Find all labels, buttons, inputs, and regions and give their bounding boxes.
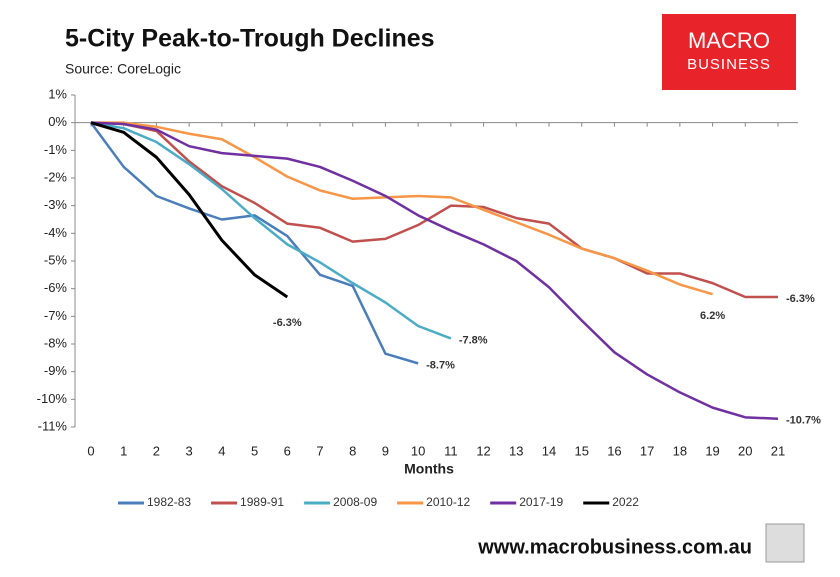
x-tick-label: 18 <box>673 443 687 458</box>
y-tick-label: -8% <box>44 335 68 350</box>
legend-label: 1989-91 <box>240 495 284 509</box>
x-tick-label: 10 <box>411 443 425 458</box>
chart-title: 5-City Peak-to-Trough Declines <box>65 25 435 53</box>
series-line <box>90 121 289 299</box>
y-tick-label: -5% <box>44 252 68 267</box>
legend-label: 2017-19 <box>519 495 563 509</box>
y-tick-label: -7% <box>44 308 68 323</box>
data-label: -10.7% <box>786 415 821 427</box>
x-tick-label: 20 <box>738 443 752 458</box>
x-tick-label: 13 <box>509 443 523 458</box>
x-tick-label: 1 <box>120 443 127 458</box>
data-label: -6.3% <box>786 293 815 305</box>
x-tick-label: 2 <box>153 443 160 458</box>
x-tick-label: 19 <box>705 443 719 458</box>
x-tick-label: 5 <box>251 443 258 458</box>
x-tick-label: 14 <box>542 443 556 458</box>
series-line <box>89 121 419 365</box>
y-tick-label: -10% <box>37 391 68 406</box>
legend-label: 2022 <box>612 495 639 509</box>
y-tick-label: -1% <box>44 142 68 157</box>
x-tick-label: 7 <box>316 443 323 458</box>
series-line <box>90 121 778 299</box>
logo-box <box>662 14 796 90</box>
logo-text: MACRO <box>688 28 770 53</box>
x-tick-label: 9 <box>382 443 389 458</box>
x-tick-label: 3 <box>186 443 193 458</box>
logo-icon <box>765 523 805 563</box>
data-label: -6.3% <box>273 317 302 329</box>
x-tick-label: 17 <box>640 443 654 458</box>
x-tick-label: 8 <box>349 443 356 458</box>
x-tick-label: 16 <box>607 443 621 458</box>
chart-subtitle: Source: CoreLogic <box>65 61 181 77</box>
x-tick-label: 6 <box>284 443 291 458</box>
series-line <box>91 121 713 296</box>
data-label: -8.7% <box>426 359 455 371</box>
x-tick-label: 21 <box>771 443 785 458</box>
legend-label: 2008-09 <box>333 495 377 509</box>
x-tick-label: 15 <box>574 443 588 458</box>
legend-label: 1982-83 <box>147 495 191 509</box>
x-tick-label: 4 <box>218 443 225 458</box>
y-tick-label: -11% <box>38 418 68 433</box>
footer-url: www.macrobusiness.com.au <box>477 536 752 558</box>
y-tick-label: 0% <box>48 114 67 129</box>
legend-label: 2010-12 <box>426 495 470 509</box>
data-label: 6.2% <box>700 310 725 322</box>
y-tick-label: -2% <box>44 169 68 184</box>
series-line <box>90 121 452 340</box>
x-axis-title: Months <box>404 461 454 477</box>
series-line <box>90 121 779 420</box>
y-tick-label: -6% <box>44 280 68 295</box>
x-tick-label: 11 <box>444 443 458 458</box>
logo-text: BUSINESS <box>687 56 771 73</box>
y-tick-label: 1% <box>48 86 67 101</box>
y-tick-label: -3% <box>44 197 68 212</box>
y-tick-label: -9% <box>44 363 68 378</box>
data-label: -7.8% <box>459 334 488 346</box>
x-tick-label: 12 <box>476 443 490 458</box>
y-tick-label: -4% <box>44 225 68 240</box>
x-tick-label: 0 <box>87 443 94 458</box>
